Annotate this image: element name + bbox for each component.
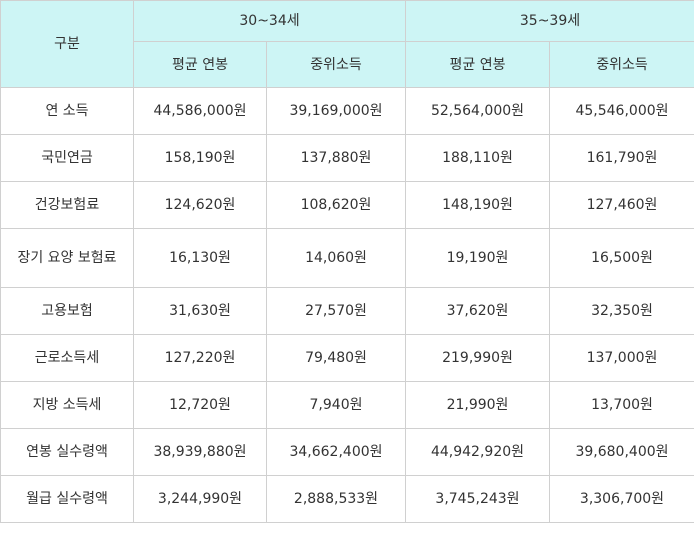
- sub-header-median-income: 중위소득: [266, 41, 406, 88]
- row-label: 장기 요양 보험료: [0, 228, 134, 288]
- table-cell: 3,244,990원: [133, 475, 267, 523]
- table-row: 연봉 실수령액 38,939,880원 34,662,400원 44,942,9…: [0, 428, 694, 476]
- row-label: 지방 소득세: [0, 381, 134, 429]
- table-cell: 79,480원: [266, 334, 406, 382]
- table-cell: 21,990원: [405, 381, 550, 429]
- table-row: 근로소득세 127,220원 79,480원 219,990원 137,000원: [0, 334, 694, 382]
- table-cell: 44,942,920원: [405, 428, 550, 476]
- header-row-age-groups: 구분 30~34세 35~39세: [0, 0, 694, 88]
- table-row: 장기 요양 보험료 16,130원 14,060원 19,190원 16,500…: [0, 228, 694, 288]
- row-label: 고용보험: [0, 287, 134, 335]
- table-cell: 3,745,243원: [405, 475, 550, 523]
- table-cell: 137,880원: [266, 134, 406, 182]
- table-cell: 52,564,000원: [405, 87, 550, 135]
- table-cell: 31,630원: [133, 287, 267, 335]
- table-header: 구분 30~34세 35~39세 평균 연봉 중위소득 평균 연봉 중위소득: [0, 0, 694, 88]
- row-label: 국민연금: [0, 134, 134, 182]
- table-row: 연 소득 44,586,000원 39,169,000원 52,564,000원…: [0, 87, 694, 135]
- table-cell: 39,680,400원: [549, 428, 694, 476]
- table-row: 지방 소득세 12,720원 7,940원 21,990원 13,700원: [0, 381, 694, 429]
- salary-comparison-table: 구분 30~34세 35~39세 평균 연봉 중위소득 평균 연봉 중위소득 연…: [0, 0, 694, 523]
- category-header: 구분: [0, 0, 134, 88]
- table-cell: 3,306,700원: [549, 475, 694, 523]
- table-cell: 7,940원: [266, 381, 406, 429]
- row-label: 근로소득세: [0, 334, 134, 382]
- table-cell: 161,790원: [549, 134, 694, 182]
- table-cell: 39,169,000원: [266, 87, 406, 135]
- table-cell: 37,620원: [405, 287, 550, 335]
- table-cell: 34,662,400원: [266, 428, 406, 476]
- table-cell: 32,350원: [549, 287, 694, 335]
- table-cell: 137,000원: [549, 334, 694, 382]
- table-cell: 16,130원: [133, 228, 267, 288]
- table-cell: 127,220원: [133, 334, 267, 382]
- sub-header-average-salary: 평균 연봉: [405, 41, 550, 88]
- row-label: 연봉 실수령액: [0, 428, 134, 476]
- table-cell: 148,190원: [405, 181, 550, 229]
- table-cell: 44,586,000원: [133, 87, 267, 135]
- table-cell: 219,990원: [405, 334, 550, 382]
- table-cell: 124,620원: [133, 181, 267, 229]
- table-row: 월급 실수령액 3,244,990원 2,888,533원 3,745,243원…: [0, 475, 694, 523]
- table-cell: 13,700원: [549, 381, 694, 429]
- age-group-header-35-39: 35~39세: [405, 0, 694, 42]
- sub-header-average-salary: 평균 연봉: [133, 41, 267, 88]
- table-cell: 158,190원: [133, 134, 267, 182]
- table-cell: 2,888,533원: [266, 475, 406, 523]
- table-row: 건강보험료 124,620원 108,620원 148,190원 127,460…: [0, 181, 694, 229]
- table-cell: 188,110원: [405, 134, 550, 182]
- table-cell: 12,720원: [133, 381, 267, 429]
- table-cell: 38,939,880원: [133, 428, 267, 476]
- table-cell: 108,620원: [266, 181, 406, 229]
- table-cell: 27,570원: [266, 287, 406, 335]
- table-cell: 45,546,000원: [549, 87, 694, 135]
- table-cell: 19,190원: [405, 228, 550, 288]
- row-label: 연 소득: [0, 87, 134, 135]
- header-row-metrics: 평균 연봉 중위소득 평균 연봉 중위소득: [1, 41, 694, 88]
- table-row: 국민연금 158,190원 137,880원 188,110원 161,790원: [0, 134, 694, 182]
- table-cell: 127,460원: [549, 181, 694, 229]
- table-row: 고용보험 31,630원 27,570원 37,620원 32,350원: [0, 287, 694, 335]
- table-cell: 14,060원: [266, 228, 406, 288]
- sub-header-median-income: 중위소득: [549, 41, 694, 88]
- table-body: 연 소득 44,586,000원 39,169,000원 52,564,000원…: [0, 87, 694, 523]
- table-cell: 16,500원: [549, 228, 694, 288]
- age-group-header-30-34: 30~34세: [133, 0, 406, 42]
- row-label: 월급 실수령액: [0, 475, 134, 523]
- row-label: 건강보험료: [0, 181, 134, 229]
